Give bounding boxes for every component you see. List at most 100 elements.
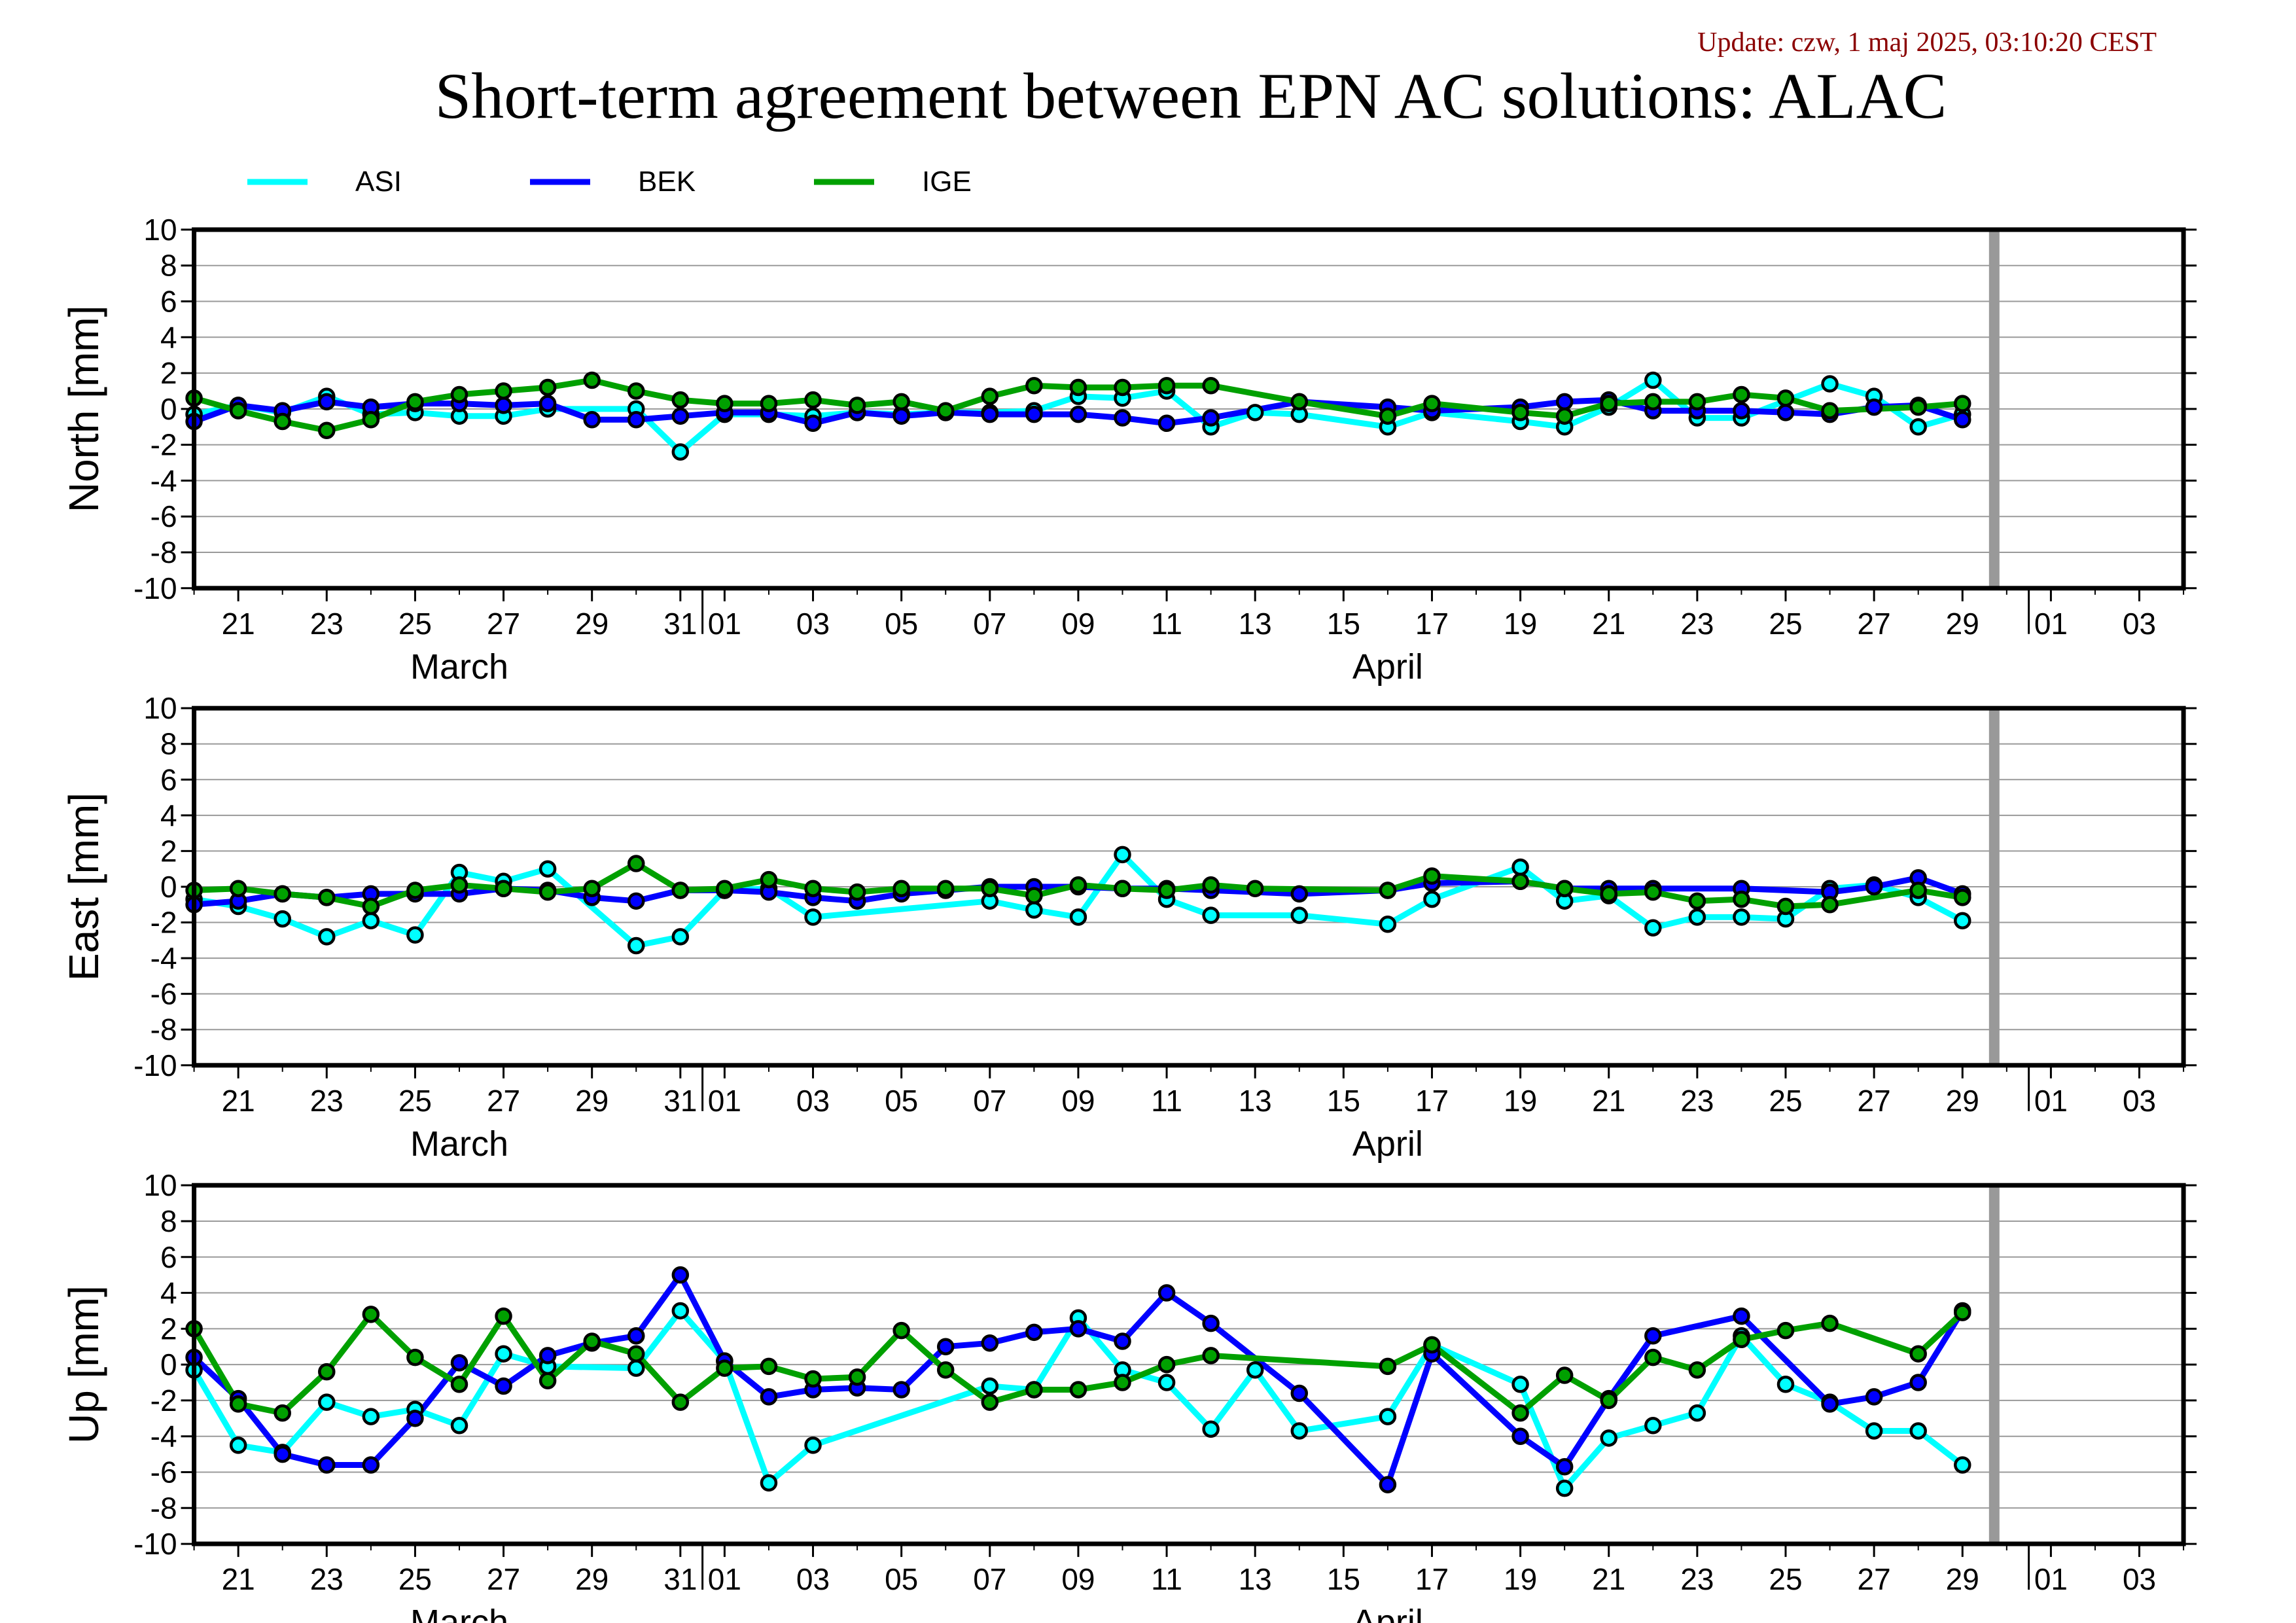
data-point-ige [1555,1366,1574,1384]
data-point-asi [362,912,380,930]
data-point-bek [892,407,910,425]
data-point-bek [627,411,645,429]
data-point-ige [1025,1381,1043,1399]
legend-item-asi: ASI [247,166,402,198]
x-tick-label: 23 [310,1562,344,1596]
x-tick-label: 29 [575,1562,609,1596]
data-point-asi [1290,906,1309,924]
y-tick-label: -6 [150,977,177,1011]
data-point-ige [981,387,999,405]
data-point-bek [804,414,822,433]
data-point-bek [627,892,645,910]
current-date-marker [1988,708,2000,1065]
y-tick-label: 0 [160,870,177,904]
data-point-ige [1069,876,1087,894]
data-point-ige [627,855,645,872]
data-point-ige [671,391,690,409]
data-point-ige [1069,378,1087,397]
data-point-ige [1379,882,1397,899]
data-point-ige [804,391,822,409]
data-point-bek [1644,1327,1662,1345]
data-point-bek [450,1354,468,1372]
x-tick-label: 21 [1592,1562,1625,1596]
data-point-bek [981,405,999,423]
data-point-ige [1025,376,1043,395]
data-point-asi [671,1302,690,1320]
data-point-bek [1909,1374,1927,1391]
y-tick-label: -2 [150,1383,177,1418]
x-tick-label: 25 [398,607,432,641]
data-point-ige [229,402,247,419]
y-tick-label: -4 [150,941,177,975]
data-point-ige [671,882,690,899]
x-tick-label: 27 [487,1562,520,1596]
data-point-ige [716,880,733,897]
x-tick-label: 07 [973,1562,1006,1596]
x-tick-label: 23 [1680,1084,1714,1118]
x-tick-label: 15 [1327,1084,1360,1118]
data-point-ige [1733,1330,1750,1349]
data-point-ige [450,385,468,404]
plot-frame [192,705,2186,1068]
data-point-ige [1733,385,1750,404]
legend-item-bek: BEK [530,166,696,198]
data-point-ige [495,1307,512,1325]
data-point-bek [1865,878,1883,896]
data-point-bek [760,1388,778,1406]
data-point-ige [936,1361,955,1379]
data-point-ige [981,1393,999,1411]
data-point-asi [804,1436,822,1454]
x-tick-label: 23 [1680,607,1714,641]
data-point-ige [1423,1336,1441,1354]
legend-label-ige: IGE [922,166,972,198]
data-point-asi [274,910,291,928]
x-tick-label: 09 [1061,1562,1095,1596]
data-point-ige [804,880,822,897]
x-tick-label: 03 [796,607,830,641]
data-point-ige [671,1393,690,1411]
y-axis-label: Up [mm] [60,1285,107,1444]
data-point-bek [495,397,512,414]
data-point-ige [1733,890,1750,908]
data-point-ige [362,411,380,429]
data-point-ige [1246,880,1264,897]
data-point-asi [1202,1420,1220,1438]
data-point-bek [1555,1458,1574,1476]
data-point-ige [848,883,866,901]
data-point-asi [1909,1422,1927,1440]
y-axis-label: North [mm] [60,306,107,512]
series-line-bek [192,1272,1966,1488]
data-point-asi [981,1377,999,1395]
data-point-asi [1511,858,1529,876]
y-tick-label: -6 [150,1455,177,1489]
y-tick-label: 6 [160,1240,177,1274]
data-point-ige [539,378,557,397]
data-point-asi [1644,1417,1662,1435]
y-tick-label: 4 [160,320,177,354]
data-point-bek [583,411,601,429]
y-tick-label: -4 [150,1419,177,1454]
data-point-ige [1114,880,1131,897]
data-point-ige [1600,885,1617,903]
x-tick-label: 25 [1769,607,1802,641]
data-point-ige [229,1395,247,1413]
data-point-ige [1909,1345,1927,1363]
data-point-bek [671,407,690,425]
y-tick-label: 10 [143,213,177,247]
x-tick-label: 07 [973,607,1006,641]
data-point-ige [1202,1347,1220,1364]
x-tick-label: 23 [1680,1562,1714,1596]
data-point-ige [1909,398,1927,416]
data-point-ige [1821,402,1839,419]
data-point-asi [1379,916,1397,933]
x-tick-label: 31 [663,1562,697,1596]
data-point-asi [671,443,690,461]
data-point-ige [1157,1355,1176,1374]
x-tick-label: 27 [487,607,520,641]
data-point-asi [1865,1422,1883,1440]
data-point-ige [1600,1391,1617,1410]
x-tick-label: 03 [796,1084,830,1118]
x-tick-label: 05 [885,1562,918,1596]
current-date-marker [1988,229,2000,588]
data-point-ige [1688,1361,1706,1379]
